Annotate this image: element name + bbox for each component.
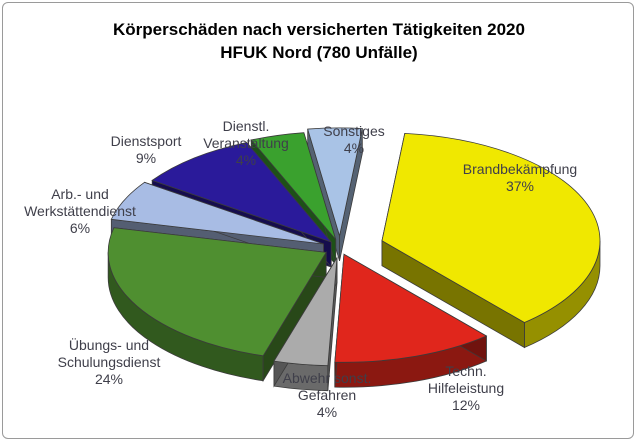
chart-subtitle: HFUK Nord (780 Unfälle)	[220, 43, 418, 62]
slice-label-7: Sonstiges 4%	[323, 123, 384, 156]
slice-label-1: Techn. Hilfeleistung 12%	[428, 363, 504, 413]
slice-label-5: Dienstsport 9%	[111, 133, 182, 166]
pie-slice-3	[107, 227, 327, 383]
chart-title: Körperschäden nach versicherten Tätigkei…	[113, 20, 525, 39]
slice-label-2: Abwehr sonst. Gefahren 4%	[283, 370, 372, 420]
pie-slice-0	[381, 132, 601, 349]
pie-slice-1	[334, 253, 488, 388]
slice-label-0: Brandbekämpfung 37%	[463, 161, 577, 194]
slice-label-3: Übungs- und Schulungsdienst 24%	[58, 336, 161, 387]
slice-label-4: Arb.- und Werkstättendienst 6%	[24, 186, 136, 236]
pie-slice-2	[273, 256, 338, 392]
slice-label-6: Dienstl. Veranstaltung 4%	[203, 118, 289, 168]
